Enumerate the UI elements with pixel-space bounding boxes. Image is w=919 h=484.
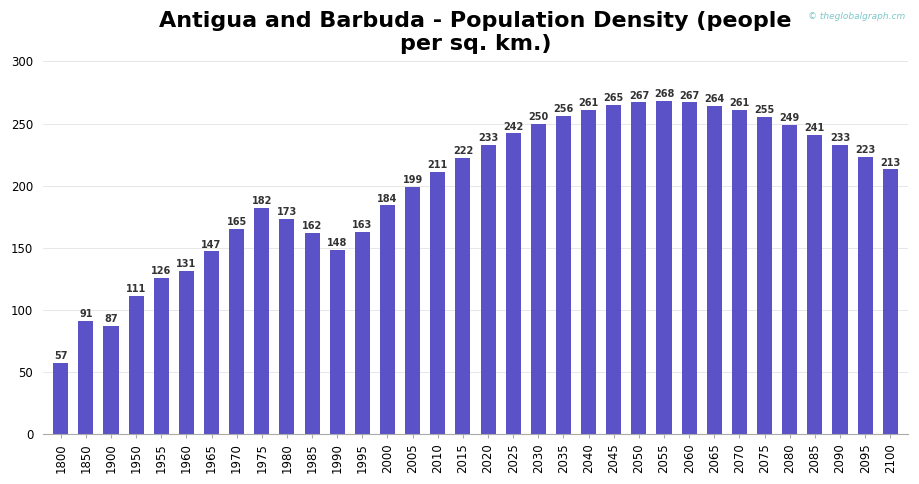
Text: © theglobalgraph.cm: © theglobalgraph.cm	[808, 12, 905, 21]
Text: 182: 182	[252, 196, 272, 206]
Text: 199: 199	[403, 175, 423, 185]
Text: 265: 265	[604, 93, 624, 103]
Text: 57: 57	[54, 351, 67, 362]
Text: 87: 87	[104, 314, 118, 324]
Bar	[430, 172, 446, 434]
Bar	[153, 277, 169, 434]
Bar	[833, 145, 847, 434]
Bar	[405, 187, 420, 434]
Text: 267: 267	[679, 91, 699, 101]
Text: 163: 163	[352, 220, 372, 230]
Bar	[531, 123, 546, 434]
Text: 126: 126	[151, 266, 171, 276]
Bar	[857, 157, 873, 434]
Text: 268: 268	[653, 90, 675, 99]
Bar	[304, 233, 320, 434]
Text: 233: 233	[478, 133, 498, 143]
Title: Antigua and Barbuda - Population Density (people
per sq. km.): Antigua and Barbuda - Population Density…	[159, 11, 792, 54]
Bar	[330, 250, 345, 434]
Bar	[78, 321, 94, 434]
Bar	[581, 110, 596, 434]
Bar	[883, 169, 898, 434]
Text: 165: 165	[227, 217, 247, 227]
Text: 261: 261	[730, 98, 750, 108]
Bar	[682, 103, 697, 434]
Bar	[505, 134, 521, 434]
Text: 213: 213	[880, 158, 901, 167]
Bar	[129, 296, 143, 434]
Text: 223: 223	[855, 145, 875, 155]
Bar	[380, 206, 395, 434]
Text: 250: 250	[528, 112, 549, 121]
Bar	[707, 106, 721, 434]
Text: 211: 211	[427, 160, 448, 170]
Text: 261: 261	[578, 98, 599, 108]
Text: 256: 256	[553, 104, 573, 114]
Text: 111: 111	[126, 284, 146, 294]
Bar	[104, 326, 119, 434]
Text: 222: 222	[453, 147, 473, 156]
Text: 131: 131	[176, 259, 197, 270]
Bar	[732, 110, 747, 434]
Bar	[807, 135, 823, 434]
Bar	[782, 125, 798, 434]
Text: 255: 255	[754, 106, 775, 116]
Text: 233: 233	[830, 133, 850, 143]
Bar	[631, 103, 646, 434]
Bar	[656, 101, 672, 434]
Text: 249: 249	[779, 113, 800, 123]
Bar	[481, 145, 495, 434]
Text: 264: 264	[704, 94, 724, 104]
Bar	[757, 117, 772, 434]
Bar	[255, 208, 269, 434]
Bar	[204, 251, 219, 434]
Bar	[229, 229, 244, 434]
Bar	[355, 231, 370, 434]
Text: 173: 173	[277, 207, 297, 217]
Text: 148: 148	[327, 238, 347, 248]
Text: 242: 242	[503, 121, 523, 132]
Bar	[456, 158, 471, 434]
Bar	[556, 116, 571, 434]
Text: 91: 91	[79, 309, 93, 319]
Bar	[279, 219, 294, 434]
Text: 184: 184	[378, 194, 398, 204]
Text: 162: 162	[302, 221, 323, 231]
Text: 241: 241	[805, 123, 825, 133]
Bar	[53, 363, 68, 434]
Bar	[607, 105, 621, 434]
Text: 147: 147	[201, 240, 221, 250]
Text: 267: 267	[629, 91, 649, 101]
Bar	[179, 272, 194, 434]
